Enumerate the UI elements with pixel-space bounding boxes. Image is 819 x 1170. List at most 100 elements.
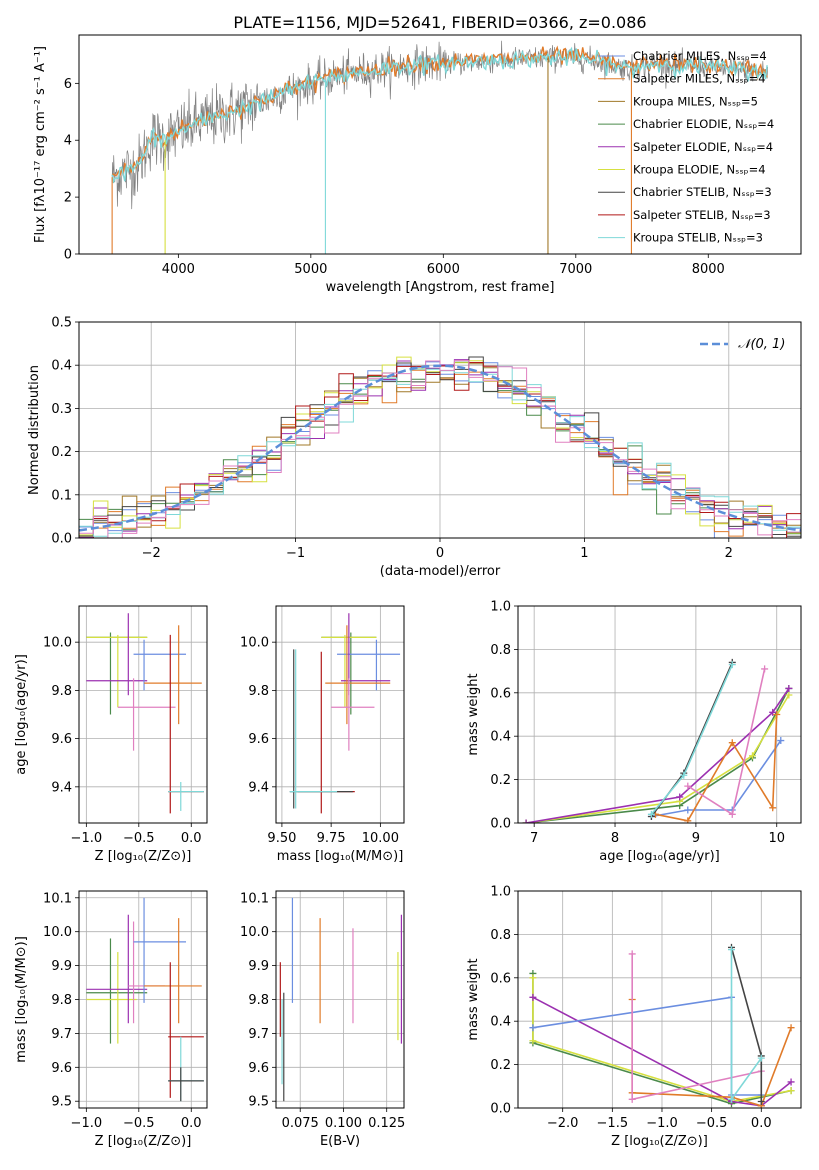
mass-weight-marker xyxy=(785,684,793,692)
x-tick-label: 8000 xyxy=(692,262,725,277)
mass-weight-marker xyxy=(727,946,735,954)
y-tick-label: 9.8 xyxy=(248,993,269,1008)
mass-weight-line xyxy=(651,740,782,818)
errorbar-point xyxy=(86,938,148,1044)
x-tick-label: 0.125 xyxy=(368,1116,405,1131)
y-tick-label: 10.0 xyxy=(240,636,269,651)
legend-entry: Chabrier ELODIE, Nₛₛₚ=4 xyxy=(633,117,774,131)
y-tick-label: 10.1 xyxy=(240,891,269,906)
x-tick-label: 0.0 xyxy=(181,1116,202,1131)
x-tick-label: 0 xyxy=(436,546,444,561)
y-tick-label: 6 xyxy=(64,77,72,92)
mass-weight-line xyxy=(526,688,790,823)
x-tick-label: 0.0 xyxy=(751,1116,772,1131)
mass-weight-marker xyxy=(728,661,736,669)
mass-weight-marker xyxy=(647,810,655,818)
x-axis-label: Z [log₁₀(Z/Z⊙)] xyxy=(95,849,192,864)
errorbar-point xyxy=(86,613,148,696)
panel-mw_Z: −2.0 −1.5 −1.0 −0.5 0.0 0.0 0.2 0.4 0.6 0.8 1.0 Z [… xyxy=(466,885,802,1149)
y-tick-label: 0.1 xyxy=(51,488,72,503)
x-tick-label: 10.00 xyxy=(362,831,399,846)
y-axis-label: mass weight xyxy=(466,958,481,1040)
x-axis-label: (data-model)/error xyxy=(380,564,501,579)
y-tick-label: 10.0 xyxy=(240,925,269,940)
x-tick-label: 6000 xyxy=(427,262,460,277)
errorbar-point xyxy=(133,639,187,691)
mass-weight-marker xyxy=(777,737,785,745)
legend-entry: Kroupa MILES, Nₛₛₚ=5 xyxy=(633,94,758,108)
errorbar-point xyxy=(117,678,176,751)
legend-entry: Salpeter STELIB, Nₛₛₚ=3 xyxy=(633,208,771,222)
y-tick-label: 0.6 xyxy=(490,971,511,986)
residuals-legend: 𝒩(0, 1) xyxy=(700,337,785,352)
plot-area-mw_Z xyxy=(529,943,795,1108)
y-tick-label: 9.9 xyxy=(51,959,72,974)
x-axis-label: age [log₁₀(age/yr)] xyxy=(599,849,720,864)
y-tick-label: 0.5 xyxy=(51,316,72,331)
plot-area-mw_age xyxy=(522,658,793,823)
y-tick-label: 9.8 xyxy=(51,993,72,1008)
mass-weight-marker xyxy=(757,1097,765,1105)
legend-entry: Kroupa ELODIE, Nₛₛₚ=4 xyxy=(633,163,766,177)
x-tick-label: 8 xyxy=(611,831,619,846)
x-tick-label: −2.0 xyxy=(547,1116,579,1131)
legend-entry: Salpeter MILES, Nₛₛₚ=4 xyxy=(633,72,766,86)
x-tick-label: −1 xyxy=(286,546,305,561)
y-axis-label: mass [log₁₀(M/M⊙)] xyxy=(14,936,29,1063)
axes-frame xyxy=(517,605,802,824)
y-tick-label: 9.6 xyxy=(51,732,72,747)
mass-weight-marker xyxy=(529,974,537,982)
y-tick-label: 0.4 xyxy=(490,1015,511,1030)
spectrum-model-line xyxy=(111,46,768,184)
mass-weight-marker xyxy=(787,1087,795,1095)
y-tick-label: 9.6 xyxy=(51,1061,72,1076)
mass-weight-marker xyxy=(769,708,777,716)
x-axis-label: mass [log₁₀(M/M⊙)] xyxy=(277,849,404,864)
x-tick-label: −2 xyxy=(142,546,161,561)
y-tick-label: 9.7 xyxy=(248,1027,269,1042)
axes-frame xyxy=(78,34,802,255)
legend-entry: 𝒩(0, 1) xyxy=(738,337,785,352)
plot-area-age_Z xyxy=(86,613,204,814)
legend-entry: Salpeter ELODIE, Nₛₛₚ=4 xyxy=(633,140,773,154)
legend-entry: Kroupa STELIB, Nₛₛₚ=3 xyxy=(633,231,763,245)
mass-weight-marker xyxy=(773,711,781,718)
x-tick-label: −0.5 xyxy=(696,1116,728,1131)
panel-residuals: −2 −1 0 1 2 0.0 0.1 0.2 0.3 0.4 0.5 (data-model)/er… xyxy=(27,316,802,579)
y-tick-label: 9.5 xyxy=(248,1095,269,1110)
y-tick-label: 0.0 xyxy=(490,1102,511,1117)
y-tick-label: 10.1 xyxy=(43,891,72,906)
y-tick-label: 9.6 xyxy=(248,732,269,747)
errorbar-point xyxy=(86,634,148,708)
y-axis-label: mass weight xyxy=(466,673,481,755)
y-tick-label: 0.4 xyxy=(51,359,72,374)
y-tick-label: 9.8 xyxy=(51,684,72,699)
plot-area-residuals xyxy=(79,356,801,538)
y-tick-label: 0.0 xyxy=(490,817,511,832)
mass-weight-marker xyxy=(769,804,777,812)
y-tick-label: 0.0 xyxy=(51,532,72,547)
mass-weight-marker xyxy=(787,1078,795,1086)
x-tick-label: −0.5 xyxy=(123,1116,155,1131)
x-tick-label: −1.5 xyxy=(597,1116,629,1131)
y-tick-label: 9.7 xyxy=(51,1027,72,1042)
y-axis-label: Normed distribution xyxy=(27,365,42,495)
x-axis-label: E(B-V) xyxy=(320,1134,360,1149)
y-tick-label: 10.0 xyxy=(43,636,72,651)
y-tick-label: 0.8 xyxy=(490,928,511,943)
mass-weight-line xyxy=(525,694,790,823)
x-tick-label: 4000 xyxy=(162,262,195,277)
y-tick-label: 9.6 xyxy=(248,1061,269,1076)
x-axis-label: Z [log₁₀(Z/Z⊙)] xyxy=(95,1134,192,1149)
x-tick-label: −0.5 xyxy=(123,831,155,846)
normal-curve-line xyxy=(79,364,801,532)
y-tick-label: 10.0 xyxy=(43,925,72,940)
axes-frame xyxy=(275,605,405,824)
plot-area-mass_Z xyxy=(86,897,204,1102)
y-tick-label: 9.5 xyxy=(51,1095,72,1110)
y-tick-label: 9.9 xyxy=(248,959,269,974)
x-tick-label: 9.75 xyxy=(317,831,346,846)
axes-frame xyxy=(275,890,405,1109)
